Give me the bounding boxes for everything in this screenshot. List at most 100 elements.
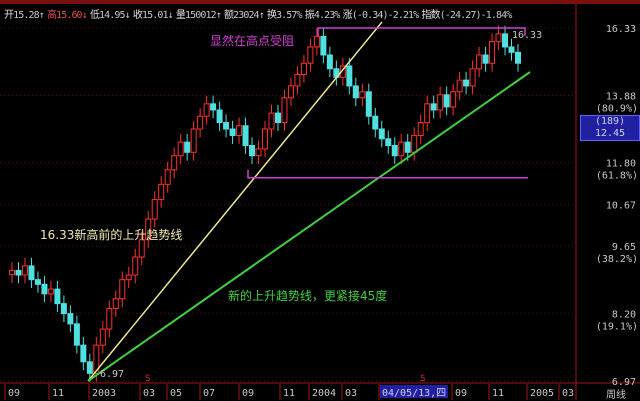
x-tick-label: 04/05/13,四 [382,388,446,399]
y-tick-label: 11.80 [606,159,636,170]
candle-body [164,169,171,185]
candle-body [469,68,476,87]
x-tick-label: 09 [8,388,20,399]
period-label[interactable]: 周线 [606,390,626,401]
amplitude-value: 4.23% [313,10,340,21]
candle-body [216,109,223,124]
candle-body [21,265,28,276]
candle-body [456,79,463,93]
cursor-date-box [380,385,448,398]
y-tick-label: 9.65 [612,242,636,253]
candle-body [502,33,509,48]
high-marker-label: 16.33 [512,30,543,41]
candle-body [476,54,483,70]
candle-body [404,141,411,153]
low-value: 14.95 [99,10,125,21]
cursor-price-box: (189) 12.45 [580,115,640,141]
candle-body [372,115,379,130]
candle-body [300,62,307,75]
candle-body [171,155,178,171]
support-line [247,169,528,179]
candle-body [255,148,262,157]
candle-body [443,94,450,108]
candle-body [450,91,457,108]
index-label: 指数 [421,10,440,21]
candle-body [307,46,314,64]
candle-body [210,103,217,111]
x-tick-label: 11 [52,388,64,399]
candle-body [320,35,327,56]
y-tick-label: 6.97 [612,377,636,388]
resistance-annotation: 显然在高点受阻 [210,34,295,48]
candle-body [203,103,210,117]
candle-body [339,65,346,78]
window-top-border [0,0,640,4]
candle-body [54,288,61,305]
x-tick-label: 09 [455,388,467,399]
candle-body [268,112,275,130]
candle-body [489,41,496,64]
candle-body [223,122,230,130]
candle-body [67,313,74,325]
candle-body [274,112,281,124]
volume-value: 150012 [184,10,217,21]
candle-body [184,141,191,153]
candle-body [398,141,405,157]
candle-body [112,298,119,310]
candle-body [508,46,515,53]
y-tick-sublabel: (80.9%) [596,103,638,114]
turnover-label: 换 [266,10,277,21]
low-marker-label: 6.97 [100,369,125,380]
candle-body [242,125,249,147]
candle-body [463,79,470,87]
candle-body [80,344,87,363]
open-value: 15.28 [13,10,39,21]
x-tick-label: 09 [242,388,254,399]
low-label: 低 [89,10,100,21]
candle-body [313,35,320,48]
candle-body [138,239,145,258]
candle-body [197,115,204,130]
candle-body [287,85,294,99]
volume-label: 量 [175,10,186,21]
candle-body [391,145,398,157]
candle-body [495,33,502,43]
candle-body [352,85,359,99]
x-tick-label: 03 [562,388,574,399]
candle-body [430,103,437,111]
candle-body [236,125,243,137]
y-tick-sublabel: (61.8%) [596,171,638,182]
candle-body [28,265,35,281]
amount-value: 23024 [233,10,259,21]
new-trendline [87,71,531,382]
candle-body [346,65,353,87]
change-label: 涨 [342,10,353,21]
event-marker: S [145,374,150,384]
candle-body [249,145,256,157]
index-value: (-24.27)-1.84% [439,10,513,21]
candle-body [34,279,41,285]
y-tick-sublabel: (19.1%) [596,322,638,333]
y-tick-sublabel: (38.2%) [596,254,638,265]
candle-body [15,269,22,276]
open-label: 开 [4,10,14,21]
candle-body [125,274,132,281]
candle-body [151,198,158,220]
x-tick-label: 2005 [530,388,554,399]
candle-body [190,128,197,153]
close-label: 收 [132,10,143,21]
event-marker: S [420,374,425,384]
candle-body [93,344,100,374]
candle-body [99,328,106,346]
x-tick-label: 11 [492,388,504,399]
old-trendline-annotation: 16.33新高前的上升趋势线 [40,228,183,242]
high-label: 高 [46,10,57,21]
candle-body [73,323,80,346]
x-tick-label: 05 [170,388,182,399]
cursor-price: 12.45 [594,128,626,139]
y-tick-label: 8.20 [612,310,636,321]
amplitude-label: 振 [304,10,315,21]
candle-body [378,128,385,140]
x-tick-label: 03 [345,388,357,399]
